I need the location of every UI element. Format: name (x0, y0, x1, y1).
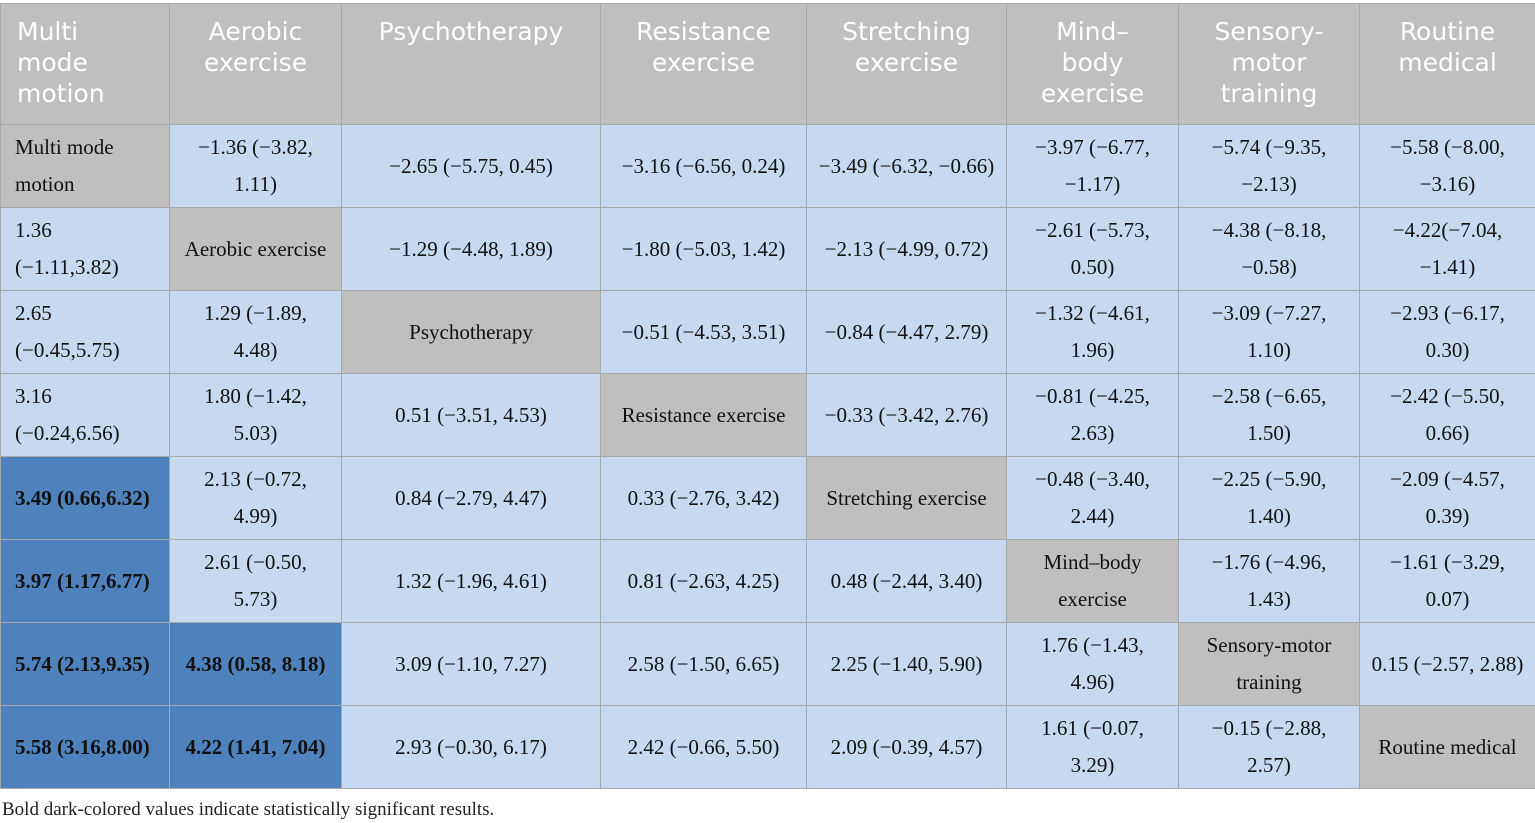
table-row: 1.36 (−1.11,3.82)Aerobic exercise−1.29 (… (1, 208, 1535, 291)
table-cell: 0.33 (−2.76, 3.42) (601, 457, 807, 540)
table-cell: −2.93 (−6.17, 0.30) (1360, 291, 1535, 374)
table-cell: 0.84 (−2.79, 4.47) (342, 457, 601, 540)
diagonal-label-cell: Resistance exercise (601, 374, 807, 457)
table-cell: −0.84 (−4.47, 2.79) (807, 291, 1007, 374)
diagonal-label-cell: Routine medical (1360, 706, 1535, 789)
significant-cell: 4.22 (1.41, 7.04) (170, 706, 342, 789)
table-cell: −2.65 (−5.75, 0.45) (342, 125, 601, 208)
table-cell: −3.09 (−7.27, 1.10) (1179, 291, 1360, 374)
table-row: 3.97 (1.17,6.77)2.61 (−0.50, 5.73)1.32 (… (1, 540, 1535, 623)
table-cell: −4.38 (−8.18, −0.58) (1179, 208, 1360, 291)
table-cell: 2.09 (−0.39, 4.57) (807, 706, 1007, 789)
table-cell: 0.15 (−2.57, 2.88) (1360, 623, 1535, 706)
table-row: 2.65 (−0.45,5.75)1.29 (−1.89, 4.48)Psych… (1, 291, 1535, 374)
table-cell: −2.58 (−6.65, 1.50) (1179, 374, 1360, 457)
diagonal-label-cell: Psychotherapy (342, 291, 601, 374)
table-cell: −0.15 (−2.88, 2.57) (1179, 706, 1360, 789)
column-header: Routine medical (1360, 4, 1535, 125)
column-header: Stretching exercise (807, 4, 1007, 125)
table-cell: 2.25 (−1.40, 5.90) (807, 623, 1007, 706)
significant-cell: 3.97 (1.17,6.77) (1, 540, 170, 623)
diagonal-label-cell: Stretching exercise (807, 457, 1007, 540)
table-row: 5.74 (2.13,9.35)4.38 (0.58, 8.18)3.09 (−… (1, 623, 1535, 706)
table-cell: 0.51 (−3.51, 4.53) (342, 374, 601, 457)
table-cell: 0.48 (−2.44, 3.40) (807, 540, 1007, 623)
table-cell: 3.16 (−0.24,6.56) (1, 374, 170, 457)
diagonal-label-cell: Mind–body exercise (1007, 540, 1179, 623)
column-header: Aerobic exercise (170, 4, 342, 125)
table-cell: −4.22(−7.04, −1.41) (1360, 208, 1535, 291)
table-cell: −1.80 (−5.03, 1.42) (601, 208, 807, 291)
table-cell: −1.61 (−3.29, 0.07) (1360, 540, 1535, 623)
table-cell: 1.32 (−1.96, 4.61) (342, 540, 601, 623)
table-cell: 2.93 (−0.30, 6.17) (342, 706, 601, 789)
significant-cell: 5.74 (2.13,9.35) (1, 623, 170, 706)
table-cell: 1.80 (−1.42, 5.03) (170, 374, 342, 457)
column-header: Mind– body exercise (1007, 4, 1179, 125)
table-cell: −1.32 (−4.61, 1.96) (1007, 291, 1179, 374)
table-row: 3.49 (0.66,6.32)2.13 (−0.72, 4.99)0.84 (… (1, 457, 1535, 540)
table-cell: −1.36 (−3.82, 1.11) (170, 125, 342, 208)
table-cell: −0.51 (−4.53, 3.51) (601, 291, 807, 374)
column-header: Multi mode motion (1, 4, 170, 125)
table-row: 3.16 (−0.24,6.56)1.80 (−1.42, 5.03)0.51 … (1, 374, 1535, 457)
table-cell: −3.97 (−6.77, −1.17) (1007, 125, 1179, 208)
table-cell: 2.42 (−0.66, 5.50) (601, 706, 807, 789)
table-cell: −0.81 (−4.25, 2.63) (1007, 374, 1179, 457)
table-cell: −5.74 (−9.35, −2.13) (1179, 125, 1360, 208)
table-cell: −0.48 (−3.40, 2.44) (1007, 457, 1179, 540)
table-cell: −2.09 (−4.57, 0.39) (1360, 457, 1535, 540)
table-cell: −1.29 (−4.48, 1.89) (342, 208, 601, 291)
table-cell: −1.76 (−4.96, 1.43) (1179, 540, 1360, 623)
table-cell: 0.81 (−2.63, 4.25) (601, 540, 807, 623)
table-cell: 1.29 (−1.89, 4.48) (170, 291, 342, 374)
diagonal-label-cell: Aerobic exercise (170, 208, 342, 291)
table-cell: 2.65 (−0.45,5.75) (1, 291, 170, 374)
table-cell: −3.16 (−6.56, 0.24) (601, 125, 807, 208)
table-cell: −2.42 (−5.50, 0.66) (1360, 374, 1535, 457)
table-cell: 1.61 (−0.07, 3.29) (1007, 706, 1179, 789)
diagonal-label-cell: Sensory-motor training (1179, 623, 1360, 706)
diagonal-label-cell: Multi mode motion (1, 125, 170, 208)
significant-cell: 4.38 (0.58, 8.18) (170, 623, 342, 706)
significant-cell: 5.58 (3.16,8.00) (1, 706, 170, 789)
table-cell: 2.58 (−1.50, 6.65) (601, 623, 807, 706)
table-cell: 2.13 (−0.72, 4.99) (170, 457, 342, 540)
table-row: Multi mode motion−1.36 (−3.82, 1.11)−2.6… (1, 125, 1535, 208)
table-footnote: Bold dark-colored values indicate statis… (0, 799, 1535, 821)
table-cell: −2.13 (−4.99, 0.72) (807, 208, 1007, 291)
table-row: 5.58 (3.16,8.00)4.22 (1.41, 7.04)2.93 (−… (1, 706, 1535, 789)
table-cell: 3.09 (−1.10, 7.27) (342, 623, 601, 706)
column-header: Sensory- motor training (1179, 4, 1360, 125)
column-header: Resistance exercise (601, 4, 807, 125)
table-cell: 1.76 (−1.43, 4.96) (1007, 623, 1179, 706)
table-cell: −5.58 (−8.00, −3.16) (1360, 125, 1535, 208)
column-header: Psychotherapy (342, 4, 601, 125)
table-cell: −0.33 (−3.42, 2.76) (807, 374, 1007, 457)
table-cell: 1.36 (−1.11,3.82) (1, 208, 170, 291)
table-cell: −3.49 (−6.32, −0.66) (807, 125, 1007, 208)
table-cell: −2.61 (−5.73, 0.50) (1007, 208, 1179, 291)
table-cell: 2.61 (−0.50, 5.73) (170, 540, 342, 623)
significant-cell: 3.49 (0.66,6.32) (1, 457, 170, 540)
table-cell: −2.25 (−5.90, 1.40) (1179, 457, 1360, 540)
